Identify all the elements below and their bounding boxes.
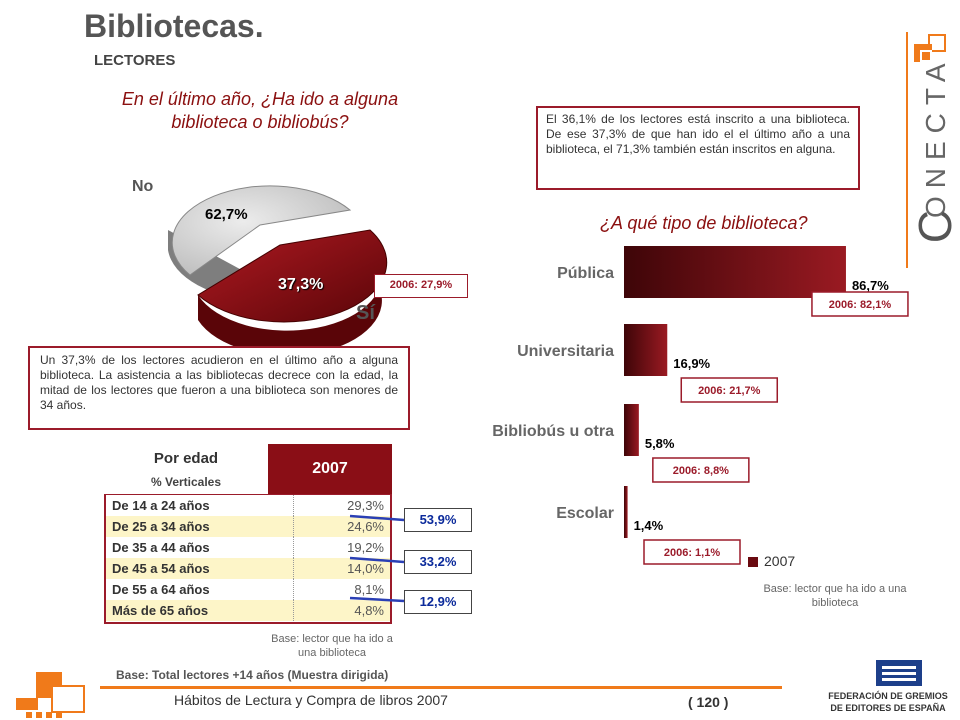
federation-line2: DE EDITORES DE ESPAÑA bbox=[830, 703, 946, 713]
table-row: De 35 a 44 años 19,2% bbox=[106, 537, 390, 558]
page-number: ( 120 ) bbox=[688, 694, 729, 710]
brand-square-icon bbox=[928, 34, 946, 52]
brand-text: ONECTA bbox=[920, 55, 951, 218]
note-2006: 2006: 21,7% bbox=[680, 377, 779, 403]
federation-logo-icon bbox=[876, 660, 922, 686]
note-2006-box bbox=[811, 291, 909, 317]
value-label: 86,7% bbox=[852, 278, 889, 293]
age-table-header: Por edad % Verticales bbox=[104, 444, 268, 494]
category-label: Universitaria bbox=[517, 343, 614, 360]
pie-question: En el último año, ¿Ha ido a alguna bibli… bbox=[121, 89, 399, 132]
category-label: Bibliobús u otra bbox=[492, 423, 614, 440]
category-label: Pública bbox=[557, 265, 614, 282]
age-table-base: Base: lector que ha ido a una biblioteca bbox=[271, 633, 393, 659]
group-percent: 12,9% bbox=[404, 590, 472, 614]
age-value: 29,3% bbox=[293, 495, 390, 516]
age-value: 19,2% bbox=[293, 537, 390, 558]
pie-label-no: No bbox=[132, 178, 154, 195]
pie-value-no: 62,7% bbox=[205, 206, 248, 223]
page-subtitle: LECTORES bbox=[94, 52, 176, 69]
pie-note-2006: 2006: 27,9% bbox=[374, 274, 468, 298]
pie-slice-si-side bbox=[198, 260, 382, 350]
pie-chart bbox=[168, 185, 388, 350]
note-2006-box bbox=[680, 377, 779, 403]
brand-initial: C bbox=[909, 210, 960, 244]
age-value: 4,8% bbox=[293, 600, 390, 621]
bar-chart: Pública 86,7% 2006: 82,1% Universitaria 16,9… bbox=[440, 236, 960, 576]
note-2006: 2006: 82,1% bbox=[811, 291, 909, 317]
note-2006-box bbox=[652, 457, 750, 483]
age-label: De 35 a 44 años bbox=[112, 540, 210, 555]
table-row: De 55 a 64 años 8,1% bbox=[106, 579, 390, 600]
bar bbox=[624, 324, 668, 376]
note-2006-label: 2006: 82,1% bbox=[829, 299, 892, 311]
connector-line bbox=[349, 514, 405, 522]
table-row: Más de 65 años 4,8% bbox=[106, 600, 390, 621]
legend-swatch bbox=[748, 557, 758, 567]
age-label: De 45 a 54 años bbox=[112, 561, 210, 576]
group-percent: 53,9% bbox=[404, 508, 472, 532]
note-left: Un 37,3% de los lectores acudieron en el… bbox=[28, 346, 410, 430]
value-label: 16,9% bbox=[673, 356, 710, 371]
bar bbox=[624, 246, 846, 298]
base-total: Base: Total lectores +14 años (Muestra d… bbox=[116, 668, 389, 682]
age-value: 8,1% bbox=[293, 579, 390, 600]
federation-name: FEDERACIÓN DE GREMIOS DE EDITORES DE ESP… bbox=[818, 690, 958, 714]
connector-line bbox=[349, 556, 405, 564]
category-label: Escolar bbox=[556, 505, 614, 522]
orange-logo-icon bbox=[16, 672, 85, 718]
table-row: De 25 a 34 años 24,6% bbox=[106, 516, 390, 537]
group-connectors bbox=[349, 514, 405, 603]
age-label: De 55 a 64 años bbox=[112, 582, 210, 597]
report-title: Hábitos de Lectura y Compra de libros 20… bbox=[174, 692, 448, 708]
group-percent: 33,2% bbox=[404, 550, 472, 574]
brand-line bbox=[906, 32, 908, 268]
age-label: De 14 a 24 años bbox=[112, 498, 210, 513]
age-table: De 14 a 24 años 29,3% De 25 a 34 años 24,6… bbox=[104, 494, 392, 624]
value-label: 1,4% bbox=[634, 518, 664, 533]
note-right: El 36,1% de los lectores está inscrito a… bbox=[536, 106, 860, 190]
federation-line1: FEDERACIÓN DE GREMIOS bbox=[828, 691, 948, 701]
age-table-subtitle: % Verticales bbox=[150, 475, 222, 489]
pie-label-si: Sí bbox=[356, 302, 375, 324]
pie-value-si: 37,3% bbox=[278, 276, 324, 293]
bar bbox=[624, 404, 639, 456]
note-2006-label: 2006: 21,7% bbox=[698, 385, 761, 397]
note-2006-label: 2006: 1,1% bbox=[664, 547, 720, 559]
age-value: 14,0% bbox=[293, 558, 390, 579]
note-2006-label: 2006: 8,8% bbox=[673, 465, 729, 477]
page-title: Bibliotecas. bbox=[84, 8, 264, 44]
pie-slice-si bbox=[197, 229, 388, 323]
age-value: 24,6% bbox=[293, 516, 390, 537]
age-table-year: 2007 bbox=[268, 444, 392, 494]
brand-square-icon bbox=[914, 44, 932, 62]
connector-line bbox=[349, 596, 405, 603]
legend-label: 2007 bbox=[764, 553, 796, 569]
note-2006: 2006: 8,8% bbox=[652, 457, 750, 483]
note-2006-box bbox=[643, 539, 741, 565]
footer-line bbox=[100, 686, 782, 689]
bar-chart-svg: Pública 86,7% 2006: 82,1% Universitaria 16,9… bbox=[492, 246, 909, 565]
pie-slice-no bbox=[171, 185, 352, 276]
bar-base: Base: lector que ha ido a una biblioteca bbox=[763, 583, 907, 609]
table-row: De 14 a 24 años 29,3% bbox=[106, 495, 390, 516]
bar bbox=[624, 486, 628, 538]
age-label: Más de 65 años bbox=[112, 603, 209, 618]
age-table-title: Por edad bbox=[153, 450, 219, 467]
brand-square-icon bbox=[920, 50, 932, 62]
note-2006: 2006: 1,1% bbox=[643, 539, 741, 565]
table-row: De 45 a 54 años 14,0% bbox=[106, 558, 390, 579]
bar-question: ¿A qué tipo de biblioteca? bbox=[600, 213, 808, 233]
age-label: De 25 a 34 años bbox=[112, 519, 210, 534]
value-label: 5,8% bbox=[645, 436, 675, 451]
